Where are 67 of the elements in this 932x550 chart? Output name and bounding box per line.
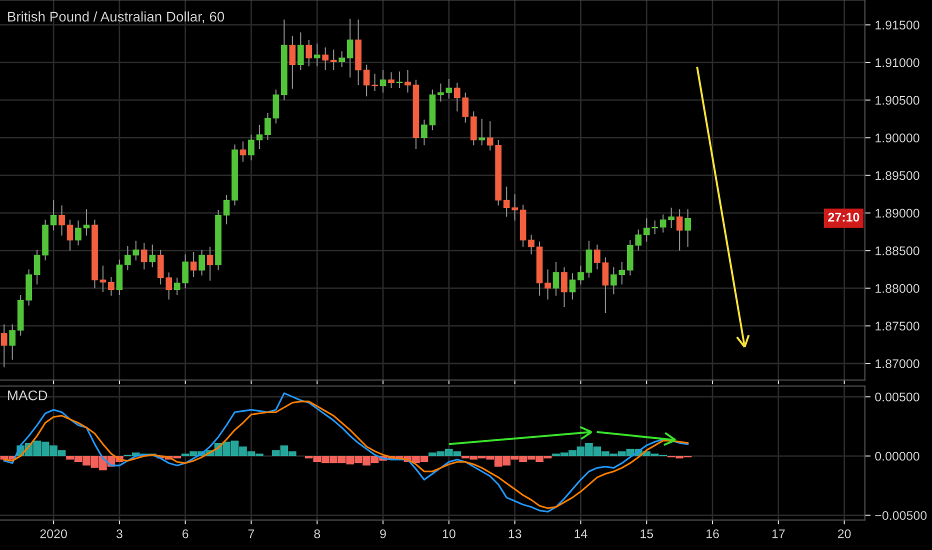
candlestick <box>561 266 568 308</box>
candlestick <box>297 32 304 71</box>
candlestick <box>9 324 16 360</box>
candlestick <box>478 118 486 146</box>
x-tick-label: 13 <box>508 529 522 538</box>
candlestick <box>684 208 691 248</box>
candlestick <box>404 69 411 94</box>
x-tick-label: 6 <box>182 529 188 538</box>
x-tick-label: 2020 <box>40 529 67 538</box>
candlestick <box>240 140 246 162</box>
candlestick <box>306 39 312 67</box>
candlestick <box>338 50 346 68</box>
candlestick <box>75 220 82 246</box>
y-tick-label: 1.90000 <box>876 134 920 142</box>
y-tick-label: 1.91000 <box>876 58 920 68</box>
y-tick-label: 1.91500 <box>876 20 920 30</box>
candlestick <box>388 72 394 89</box>
y-tick-label: −0.00500 <box>875 511 927 520</box>
candlestick <box>0 324 8 368</box>
candlestick <box>50 200 57 231</box>
candlestick <box>569 272 576 300</box>
candlestick <box>676 208 683 252</box>
candlestick <box>314 43 320 67</box>
candlestick <box>289 36 296 90</box>
candlestick <box>330 49 337 71</box>
chart-title: MACD <box>8 390 48 400</box>
y-tick-label: 1.88000 <box>876 284 920 293</box>
candlestick <box>396 70 403 89</box>
y-tick-label: 0.00000 <box>875 452 920 461</box>
candlestick <box>322 46 329 71</box>
candlestick <box>380 69 386 94</box>
candlestick <box>256 124 263 150</box>
x-tick-label: 10 <box>442 529 456 538</box>
y-tick-label: 1.89000 <box>876 208 920 218</box>
candlestick <box>470 110 477 146</box>
x-tick-label: 3 <box>116 529 122 538</box>
candlestick <box>552 261 560 296</box>
x-tick-label: 14 <box>574 530 588 538</box>
x-tick-label: 9 <box>380 529 386 538</box>
candlestick <box>83 208 90 236</box>
x-tick-label: 17 <box>772 530 785 538</box>
text: British Pound / Australian Dollar, 60 <box>8 11 224 24</box>
y-tick-label: 1.88500 <box>876 246 920 256</box>
candlestick <box>149 244 156 268</box>
x-tick-label: 7 <box>248 530 254 538</box>
candlestick <box>108 276 114 296</box>
candlestick <box>66 219 74 252</box>
candlestick <box>248 134 254 161</box>
x-tick-label: 8 <box>314 529 320 538</box>
candlestick <box>346 18 354 78</box>
candlestick <box>100 265 106 293</box>
y-tick-label: 0.00500 <box>875 392 920 402</box>
x-tick-label: 15 <box>640 530 654 538</box>
x-tick-label: 20 <box>838 529 851 538</box>
candlestick <box>223 194 230 225</box>
candlestick <box>206 246 214 282</box>
candlestick <box>198 249 205 276</box>
y-tick-label: 1.87000 <box>876 359 920 368</box>
candlestick <box>544 268 551 300</box>
candlestick <box>190 252 197 278</box>
y-tick-label: 1.87500 <box>876 322 920 331</box>
candlestick <box>140 242 148 270</box>
y-tick-label: 1.90500 <box>876 96 920 105</box>
candlestick <box>58 204 65 236</box>
annotation: 27:10 <box>828 212 860 222</box>
x-tick-label: 16 <box>706 529 719 538</box>
y-tick-label: 1.89500 <box>876 171 920 180</box>
